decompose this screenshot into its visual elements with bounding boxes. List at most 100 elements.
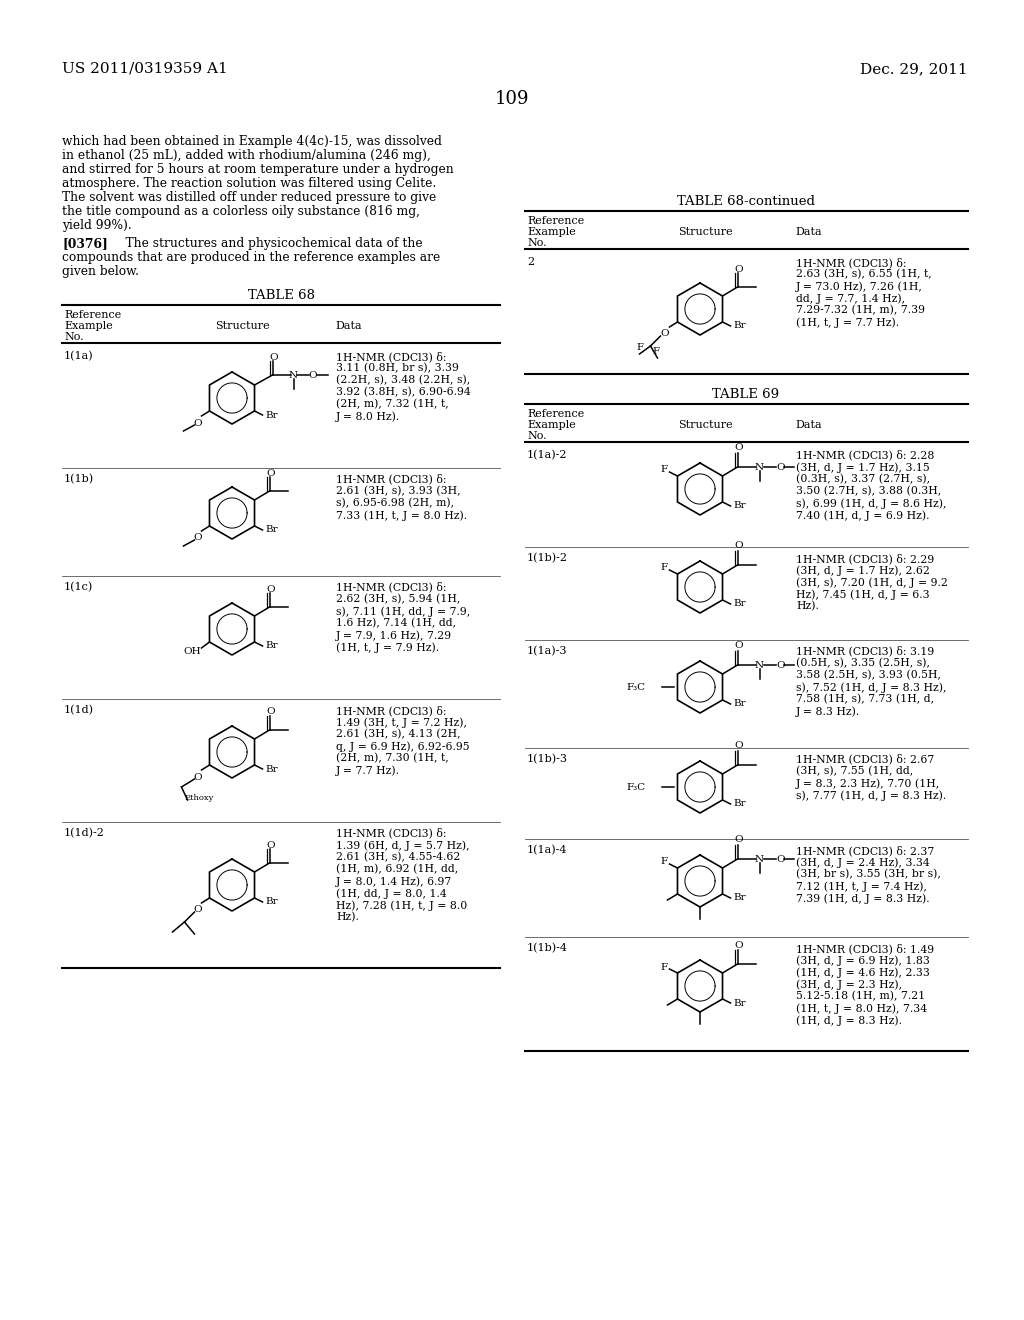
Text: O: O xyxy=(776,854,784,863)
Text: Br: Br xyxy=(733,894,745,903)
Text: 1(1a)-2: 1(1a)-2 xyxy=(527,450,567,461)
Text: O: O xyxy=(194,418,202,428)
Text: OH: OH xyxy=(183,648,202,656)
Text: yield 99%).: yield 99%). xyxy=(62,219,132,232)
Text: which had been obtained in Example 4(4c)-15, was dissolved: which had been obtained in Example 4(4c)… xyxy=(62,135,442,148)
Text: and stirred for 5 hours at room temperature under a hydrogen: and stirred for 5 hours at room temperat… xyxy=(62,162,454,176)
Text: 1H-NMR (CDCl3) δ:: 1H-NMR (CDCl3) δ: xyxy=(336,474,446,484)
Text: O: O xyxy=(776,462,784,471)
Text: 2.61 (3H, s), 4.13 (2H,: 2.61 (3H, s), 4.13 (2H, xyxy=(336,729,461,739)
Text: 1(1d): 1(1d) xyxy=(63,705,94,715)
Text: F₃C: F₃C xyxy=(627,682,646,692)
Text: N: N xyxy=(289,371,298,380)
Text: Br: Br xyxy=(733,599,745,609)
Text: Br: Br xyxy=(733,322,745,330)
Text: 1H-NMR (CDCl3) δ: 2.67: 1H-NMR (CDCl3) δ: 2.67 xyxy=(796,754,934,764)
Text: Example: Example xyxy=(63,321,113,331)
Text: 7.39 (1H, d, J = 8.3 Hz).: 7.39 (1H, d, J = 8.3 Hz). xyxy=(796,894,930,904)
Text: J = 7.7 Hz).: J = 7.7 Hz). xyxy=(336,766,400,776)
Text: TABLE 68-continued: TABLE 68-continued xyxy=(677,195,815,209)
Text: Reference: Reference xyxy=(527,409,585,418)
Text: 2: 2 xyxy=(527,257,535,267)
Text: 1H-NMR (CDCl3) δ:: 1H-NMR (CDCl3) δ: xyxy=(796,257,906,268)
Text: s), 7.77 (1H, d, J = 8.3 Hz).: s), 7.77 (1H, d, J = 8.3 Hz). xyxy=(796,789,946,800)
Text: Example: Example xyxy=(527,420,575,430)
Text: (3H, s), 7.20 (1H, d, J = 9.2: (3H, s), 7.20 (1H, d, J = 9.2 xyxy=(796,577,948,587)
Text: s), 7.52 (1H, d, J = 8.3 Hz),: s), 7.52 (1H, d, J = 8.3 Hz), xyxy=(796,682,946,693)
Text: 1(1a)-4: 1(1a)-4 xyxy=(527,845,567,855)
Text: s), 6.99 (1H, d, J = 8.6 Hz),: s), 6.99 (1H, d, J = 8.6 Hz), xyxy=(796,498,946,508)
Text: (0.3H, s), 3.37 (2.7H, s),: (0.3H, s), 3.37 (2.7H, s), xyxy=(796,474,930,484)
Text: 1H-NMR (CDCl3) δ: 3.19: 1H-NMR (CDCl3) δ: 3.19 xyxy=(796,645,934,657)
Text: Example: Example xyxy=(527,227,575,238)
Text: 1H-NMR (CDCl3) δ:: 1H-NMR (CDCl3) δ: xyxy=(336,351,446,362)
Text: atmosphere. The reaction solution was filtered using Celite.: atmosphere. The reaction solution was fi… xyxy=(62,177,436,190)
Text: 1(1b)-2: 1(1b)-2 xyxy=(527,553,568,564)
Text: 7.33 (1H, t, J = 8.0 Hz).: 7.33 (1H, t, J = 8.0 Hz). xyxy=(336,510,467,520)
Text: Br: Br xyxy=(265,411,278,420)
Text: Hz).: Hz). xyxy=(336,912,358,923)
Text: 1.6 Hz), 7.14 (1H, dd,: 1.6 Hz), 7.14 (1H, dd, xyxy=(336,618,456,628)
Text: (2H, m), 7.30 (1H, t,: (2H, m), 7.30 (1H, t, xyxy=(336,752,449,763)
Text: 1(1a)-3: 1(1a)-3 xyxy=(527,645,567,656)
Text: in ethanol (25 mL), added with rhodium/alumina (246 mg),: in ethanol (25 mL), added with rhodium/a… xyxy=(62,149,431,162)
Text: 1H-NMR (CDCl3) δ:: 1H-NMR (CDCl3) δ: xyxy=(336,828,446,838)
Text: O: O xyxy=(660,329,669,338)
Text: Hz), 7.28 (1H, t, J = 8.0: Hz), 7.28 (1H, t, J = 8.0 xyxy=(336,900,467,911)
Text: Dec. 29, 2011: Dec. 29, 2011 xyxy=(860,62,968,77)
Text: O: O xyxy=(734,444,742,453)
Text: Structure: Structure xyxy=(215,321,269,331)
Text: 1.49 (3H, t, J = 7.2 Hz),: 1.49 (3H, t, J = 7.2 Hz), xyxy=(336,717,467,727)
Text: Data: Data xyxy=(795,227,821,238)
Text: 3.58 (2.5H, s), 3.93 (0.5H,: 3.58 (2.5H, s), 3.93 (0.5H, xyxy=(796,671,941,680)
Text: the title compound as a colorless oily substance (816 mg,: the title compound as a colorless oily s… xyxy=(62,205,420,218)
Text: 3.50 (2.7H, s), 3.88 (0.3H,: 3.50 (2.7H, s), 3.88 (0.3H, xyxy=(796,486,941,496)
Text: Data: Data xyxy=(795,420,821,430)
Text: 1H-NMR (CDCl3) δ: 2.29: 1H-NMR (CDCl3) δ: 2.29 xyxy=(796,553,934,564)
Text: (0.5H, s), 3.35 (2.5H, s),: (0.5H, s), 3.35 (2.5H, s), xyxy=(796,657,930,668)
Text: O: O xyxy=(734,264,742,273)
Text: Structure: Structure xyxy=(678,227,732,238)
Text: 7.29-7.32 (1H, m), 7.39: 7.29-7.32 (1H, m), 7.39 xyxy=(796,305,925,315)
Text: 2.61 (3H, s), 4.55-4.62: 2.61 (3H, s), 4.55-4.62 xyxy=(336,851,461,862)
Text: (3H, s), 7.55 (1H, dd,: (3H, s), 7.55 (1H, dd, xyxy=(796,766,913,776)
Text: F₃C: F₃C xyxy=(627,783,646,792)
Text: 1H-NMR (CDCl3) δ:: 1H-NMR (CDCl3) δ: xyxy=(336,705,446,715)
Text: O: O xyxy=(266,841,274,850)
Text: 7.12 (1H, t, J = 7.4 Hz),: 7.12 (1H, t, J = 7.4 Hz), xyxy=(796,880,927,891)
Text: 1(1b)-4: 1(1b)-4 xyxy=(527,942,568,953)
Text: The structures and physicochemical data of the: The structures and physicochemical data … xyxy=(110,238,423,249)
Text: Br: Br xyxy=(733,502,745,511)
Text: F: F xyxy=(660,466,668,474)
Text: (1H, d, J = 4.6 Hz), 2.33: (1H, d, J = 4.6 Hz), 2.33 xyxy=(796,968,930,978)
Text: Reference: Reference xyxy=(527,216,585,226)
Text: 1(1a): 1(1a) xyxy=(63,351,93,362)
Text: US 2011/0319359 A1: US 2011/0319359 A1 xyxy=(62,62,227,77)
Text: Structure: Structure xyxy=(678,420,732,430)
Text: O: O xyxy=(266,585,274,594)
Text: 7.58 (1H, s), 7.73 (1H, d,: 7.58 (1H, s), 7.73 (1H, d, xyxy=(796,694,934,705)
Text: N: N xyxy=(755,660,764,669)
Text: O: O xyxy=(734,940,742,949)
Text: (3H, br s), 3.55 (3H, br s),: (3H, br s), 3.55 (3H, br s), xyxy=(796,869,941,879)
Text: 1H-NMR (CDCl3) δ: 2.28: 1H-NMR (CDCl3) δ: 2.28 xyxy=(796,450,934,461)
Text: s), 7.11 (1H, dd, J = 7.9,: s), 7.11 (1H, dd, J = 7.9, xyxy=(336,606,470,616)
Text: 1(1b)-3: 1(1b)-3 xyxy=(527,754,568,764)
Text: 1H-NMR (CDCl3) δ:: 1H-NMR (CDCl3) δ: xyxy=(336,582,446,593)
Text: (2.2H, s), 3.48 (2.2H, s),: (2.2H, s), 3.48 (2.2H, s), xyxy=(336,375,470,385)
Text: O: O xyxy=(734,541,742,550)
Text: O: O xyxy=(734,742,742,751)
Text: 2.63 (3H, s), 6.55 (1H, t,: 2.63 (3H, s), 6.55 (1H, t, xyxy=(796,269,932,280)
Text: J = 8.3 Hz).: J = 8.3 Hz). xyxy=(796,706,860,717)
Text: F: F xyxy=(636,343,643,352)
Text: O: O xyxy=(734,836,742,845)
Text: (3H, d, J = 2.3 Hz),: (3H, d, J = 2.3 Hz), xyxy=(796,979,902,990)
Text: 3.11 (0.8H, br s), 3.39: 3.11 (0.8H, br s), 3.39 xyxy=(336,363,459,374)
Text: O: O xyxy=(734,642,742,651)
Text: TABLE 69: TABLE 69 xyxy=(713,388,779,401)
Text: 1H-NMR (CDCl3) δ: 1.49: 1H-NMR (CDCl3) δ: 1.49 xyxy=(796,942,934,954)
Text: O: O xyxy=(776,660,784,669)
Text: O: O xyxy=(194,906,202,915)
Text: (3H, d, J = 1.7 Hz), 3.15: (3H, d, J = 1.7 Hz), 3.15 xyxy=(796,462,930,473)
Text: TABLE 68: TABLE 68 xyxy=(248,289,314,302)
